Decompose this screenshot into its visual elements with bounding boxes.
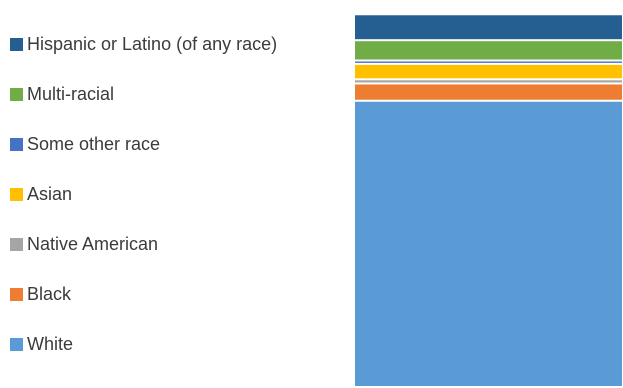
legend-label-black: Black xyxy=(27,284,72,304)
legend-swatch-black xyxy=(10,287,23,301)
legend-item-asian: Asian xyxy=(10,183,72,205)
legend-item-native-american: Native American xyxy=(10,233,158,255)
legend-item-white: White xyxy=(10,333,73,355)
legend-item-multiracial: Multi-racial xyxy=(10,83,114,105)
legend-swatch-asian xyxy=(10,187,23,201)
legend-swatch-multiracial xyxy=(10,87,23,101)
bar-segment-multi-racial xyxy=(355,41,622,60)
bar-segment-black xyxy=(355,84,622,100)
legend-item-black: Black xyxy=(10,283,71,305)
legend-label-hispanic: Hispanic or Latino (of any race) xyxy=(27,34,278,54)
legend-label-white: White xyxy=(27,334,74,354)
legend-swatch-native-american xyxy=(10,237,23,251)
legend-label-multiracial: Multi-racial xyxy=(27,84,115,104)
bar-segment-white xyxy=(355,101,622,386)
legend-swatch-other xyxy=(10,137,23,151)
legend-swatch-white xyxy=(10,337,23,351)
legend-swatch-hispanic xyxy=(10,37,23,51)
legend-label-other: Some other race xyxy=(27,134,161,154)
legend-item-other: Some other race xyxy=(10,133,160,155)
legend-item-hispanic: Hispanic or Latino (of any race) xyxy=(10,33,277,55)
bar-segment-some-other-race xyxy=(355,61,622,63)
bar-segment-hispanic-or-latino-of-any-race xyxy=(355,15,622,40)
legend-label-native-american: Native American xyxy=(27,234,159,254)
bar-segment-asian xyxy=(355,64,622,79)
bar-segment-native-american xyxy=(355,80,622,83)
legend-label-asian: Asian xyxy=(27,184,73,204)
